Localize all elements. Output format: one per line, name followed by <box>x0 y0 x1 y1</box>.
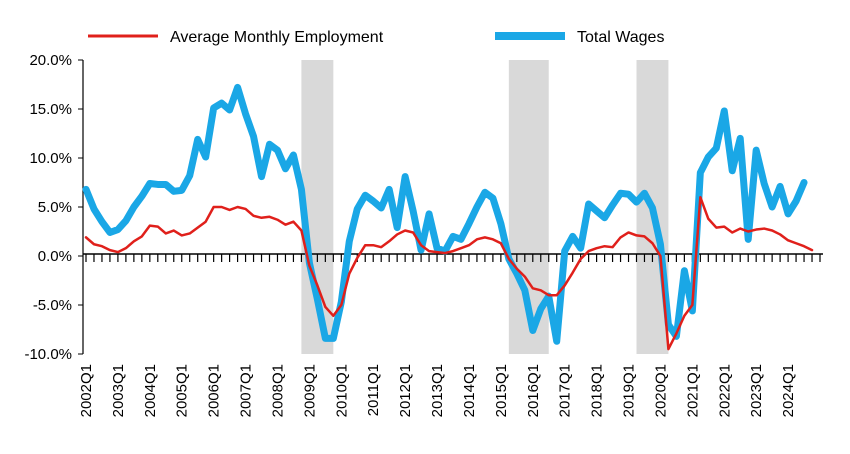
x-tick-label: 2019Q1 <box>621 364 638 417</box>
series-line-employment <box>84 195 814 351</box>
x-tick-label: 2016Q1 <box>525 364 542 417</box>
y-tick-label: 15.0% <box>29 101 72 118</box>
legend-label-employment: Average Monthly Employment <box>170 29 384 46</box>
x-tick-label: 2008Q1 <box>269 364 286 417</box>
x-tick-label: 2015Q1 <box>493 364 510 417</box>
y-tick-label: 10.0% <box>29 150 72 167</box>
recession-shading <box>301 60 669 354</box>
x-tick-label: 2022Q1 <box>716 364 733 417</box>
series-layer <box>82 83 814 351</box>
x-tick-label: 2007Q1 <box>238 364 255 417</box>
legend-label-wages: Total Wages <box>577 29 664 46</box>
x-tick-label: 2024Q1 <box>780 364 797 417</box>
x-tick-label: 2013Q1 <box>429 364 446 417</box>
series-line-wages <box>82 83 808 345</box>
x-tick-label: 2023Q1 <box>748 364 765 417</box>
y-tick-label: 20.0% <box>29 52 72 69</box>
legend: Average Monthly Employment Total Wages <box>88 29 664 46</box>
x-tick-label: 2005Q1 <box>174 364 191 417</box>
x-tick-label: 2012Q1 <box>397 364 414 417</box>
x-tick-label: 2011Q1 <box>365 364 382 416</box>
x-tick-label: 2002Q1 <box>78 364 95 417</box>
y-tick-label: -5.0% <box>33 297 72 314</box>
x-axis: 2002Q1 2003Q1 2004Q1 2005Q1 2006Q1 2007Q1 2008… <box>78 253 823 417</box>
y-tick-label: -10.0% <box>24 346 72 363</box>
x-tick-label: 2018Q1 <box>589 364 606 417</box>
y-tick-label: 0.0% <box>38 248 72 265</box>
y-axis: 20.0% 15.0% 10.0% 5.0% 0.0% -5.0% -10.0% <box>24 52 84 363</box>
x-tick-label: 2021Q1 <box>684 364 701 417</box>
x-tick-label: 2010Q1 <box>333 364 350 417</box>
x-tick-label: 2006Q1 <box>206 364 223 417</box>
x-tick-label: 2003Q1 <box>110 364 127 417</box>
x-tick-label: 2020Q1 <box>652 364 669 417</box>
x-tick-label: 2009Q1 <box>301 364 318 417</box>
x-tick-label: 2017Q1 <box>557 364 574 417</box>
y-tick-label: 5.0% <box>38 199 72 216</box>
x-tick-label: 2004Q1 <box>142 364 159 417</box>
x-tick-label: 2014Q1 <box>461 364 478 417</box>
